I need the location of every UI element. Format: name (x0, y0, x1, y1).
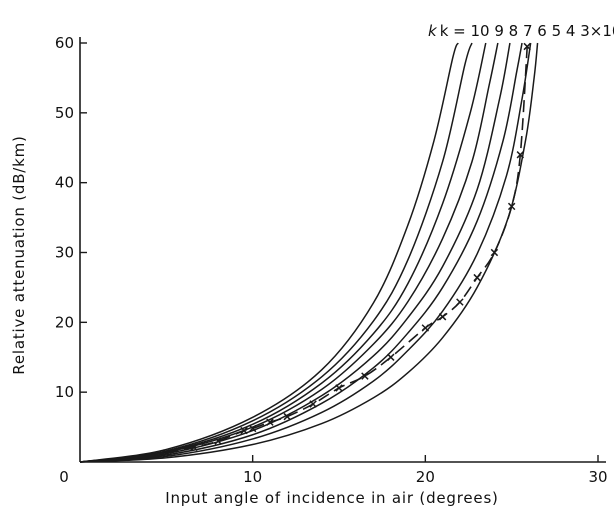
measured-point-marker (309, 400, 317, 408)
axes: 0 10 20 30 10 20 30 40 50 60 (55, 34, 608, 486)
measured-point-marker (283, 412, 291, 421)
x-tick-label: 30 (588, 468, 607, 486)
y-tick-label: 50 (55, 104, 74, 122)
measured-point-marker (516, 151, 525, 159)
measured-point-marker (190, 443, 198, 452)
plot-curves (79, 42, 539, 463)
measured-point-marker (240, 426, 248, 435)
k-annotation: kk = 10 9 8 7 6 5 4 3×10−8 (428, 18, 614, 40)
series-line-k3 (79, 42, 539, 463)
series-line-k9 (79, 42, 473, 463)
k-annotation-multiplier: ×10 (590, 22, 614, 40)
measured-point-marker (387, 353, 395, 361)
x-axis-title: Input angle of incidence in air (degrees… (165, 489, 498, 507)
measured-point-marker (438, 313, 447, 321)
measured-point-marker (248, 424, 257, 433)
y-axis-title: Relative attenuation (dB/km) (10, 135, 28, 374)
series-line-k10 (79, 42, 459, 463)
measured-point-marker (162, 449, 171, 457)
x-tick-label: 0 (59, 468, 69, 486)
measured-point-marker (266, 418, 274, 426)
k-annotation-values: 10 9 8 7 6 5 4 3 (470, 22, 589, 40)
y-tick-label: 10 (55, 383, 74, 401)
measured-point-marker (456, 298, 464, 306)
series-line-k4 (79, 42, 532, 463)
measured-point-marker (361, 372, 369, 380)
y-tick-label: 40 (55, 174, 74, 192)
series-line-k8 (79, 42, 487, 463)
x-tick-label: 10 (243, 468, 262, 486)
measured-line (166, 46, 529, 454)
measured-series (162, 42, 531, 457)
y-tick-label: 20 (55, 313, 74, 331)
series-line-k5 (79, 42, 523, 463)
measured-point-marker (473, 273, 481, 282)
measured-point-marker (421, 324, 430, 332)
series-line-k7 (79, 42, 499, 463)
measured-point-marker (335, 384, 343, 392)
y-tick-label: 60 (55, 34, 74, 52)
y-tick-label: 30 (55, 244, 74, 262)
k-annotation-prefix: k = (440, 22, 471, 40)
measured-point-marker (490, 248, 499, 257)
series-line-k6 (79, 42, 511, 463)
measured-point-marker (507, 202, 516, 211)
measured-point-marker (214, 437, 222, 445)
measured-point-marker (523, 42, 531, 51)
x-tick-label: 20 (416, 468, 435, 486)
